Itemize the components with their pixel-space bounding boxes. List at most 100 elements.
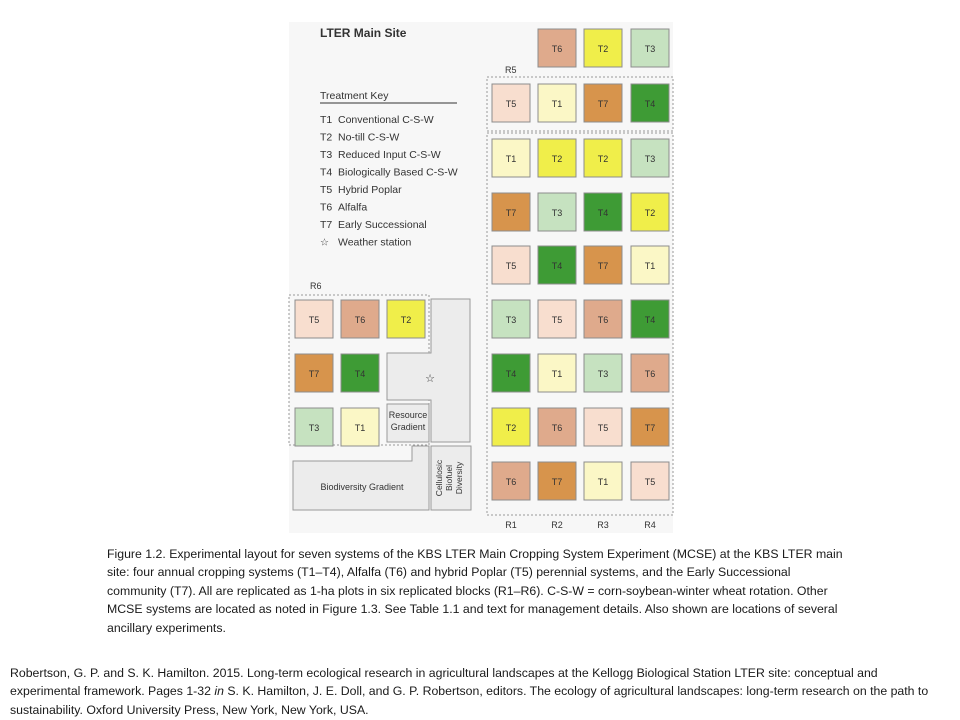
treatment-key-code: T3 bbox=[320, 149, 332, 161]
plot-t2: T2 bbox=[386, 299, 426, 339]
plot-cell bbox=[340, 299, 380, 339]
plot-t2: T2 bbox=[491, 407, 531, 447]
treatment-key-item: T4 Biologically Based C-S-W bbox=[320, 167, 458, 179]
plot-label: T6 bbox=[598, 315, 609, 325]
plot-cell bbox=[491, 299, 531, 339]
plot-cell bbox=[630, 299, 670, 339]
block-r5-outline bbox=[486, 76, 674, 132]
plot-label: T7 bbox=[598, 99, 609, 109]
plot-cell bbox=[537, 83, 577, 123]
plot-t3: T3 bbox=[491, 299, 531, 339]
plot-cell bbox=[491, 461, 531, 501]
plot-t1: T1 bbox=[340, 407, 380, 447]
treatment-key-code: T7 bbox=[320, 219, 332, 231]
plot-t6: T6 bbox=[537, 28, 577, 68]
plot-label: T3 bbox=[309, 423, 320, 433]
plot-cell bbox=[340, 407, 380, 447]
plot-label: T4 bbox=[598, 208, 609, 218]
site-map: LTER Main Site Treatment Key T1 Conventio… bbox=[288, 22, 674, 533]
block-label-r5: R5 bbox=[505, 65, 517, 75]
plot-cell bbox=[491, 83, 531, 123]
plot-cell bbox=[583, 83, 623, 123]
plot-cell bbox=[537, 461, 577, 501]
plot-label: T2 bbox=[506, 423, 517, 433]
plot-t1: T1 bbox=[491, 138, 531, 178]
citation: Robertson, G. P. and S. K. Hamilton. 201… bbox=[10, 664, 940, 719]
plot-cell bbox=[537, 299, 577, 339]
plot-t5: T5 bbox=[294, 299, 334, 339]
plot-cell bbox=[340, 353, 380, 393]
plot-cell bbox=[294, 407, 334, 447]
plot-t6: T6 bbox=[537, 407, 577, 447]
block-main-outline bbox=[486, 132, 674, 516]
plot-t3: T3 bbox=[583, 353, 623, 393]
plot-label: T4 bbox=[506, 369, 517, 379]
treatment-key-label: Reduced Input C-S-W bbox=[338, 149, 441, 161]
treatment-key-code: T6 bbox=[320, 202, 332, 214]
treatment-key-item: T5 Hybrid Poplar bbox=[320, 184, 402, 196]
plot-t7: T7 bbox=[630, 407, 670, 447]
plot-cell bbox=[630, 83, 670, 123]
plot-t2: T2 bbox=[537, 138, 577, 178]
plot-cell bbox=[630, 245, 670, 285]
plot-cell bbox=[537, 28, 577, 68]
plot-t3: T3 bbox=[294, 407, 334, 447]
plot-cell bbox=[491, 138, 531, 178]
plot-label: T5 bbox=[645, 477, 656, 487]
plot-t2: T2 bbox=[583, 138, 623, 178]
plot-t1: T1 bbox=[630, 245, 670, 285]
plot-cell bbox=[583, 138, 623, 178]
treatment-key-heading: Treatment Key bbox=[320, 90, 389, 102]
plot-t7: T7 bbox=[583, 245, 623, 285]
plot-t4: T4 bbox=[340, 353, 380, 393]
plot-label: T4 bbox=[645, 99, 656, 109]
biodiversity-gradient-area bbox=[292, 445, 430, 511]
plot-t4: T4 bbox=[537, 245, 577, 285]
cellulosic-biofuel-label: Cellulosic Biofuel Diversity bbox=[434, 459, 464, 496]
plots: T6 T2 T3 T5 T1 T7 T4 T1 T2 T2 T3 T7 T3 T4 T2 T5 T4 T7 T1 T3… bbox=[294, 28, 670, 501]
treatment-key-item: T1 Conventional C-S-W bbox=[320, 114, 434, 126]
treatment-key-label: Conventional C-S-W bbox=[338, 114, 434, 126]
plot-t7: T7 bbox=[537, 461, 577, 501]
resource-gradient-label-line2: Gradient bbox=[391, 422, 426, 432]
plot-t1: T1 bbox=[583, 461, 623, 501]
plot-cell bbox=[491, 353, 531, 393]
plot-label: T1 bbox=[355, 423, 366, 433]
site-background bbox=[289, 22, 673, 533]
plot-label: T2 bbox=[552, 154, 563, 164]
cellulosic-label-line2: Biofuel bbox=[444, 465, 454, 491]
plot-cell bbox=[583, 461, 623, 501]
plot-label: T5 bbox=[506, 99, 517, 109]
replicate-label-r3: R3 bbox=[597, 520, 609, 530]
plot-cell bbox=[491, 192, 531, 232]
treatment-key-item: T2 No-till C-S-W bbox=[320, 132, 399, 144]
plot-t6: T6 bbox=[583, 299, 623, 339]
plot-cell bbox=[537, 407, 577, 447]
plot-label: T5 bbox=[309, 315, 320, 325]
replicate-label-r1: R1 bbox=[505, 520, 517, 530]
plot-label: T7 bbox=[645, 423, 656, 433]
plot-t4: T4 bbox=[583, 192, 623, 232]
plot-label: T3 bbox=[645, 44, 656, 54]
plot-t5: T5 bbox=[630, 461, 670, 501]
plot-t6: T6 bbox=[630, 353, 670, 393]
plot-label: T5 bbox=[552, 315, 563, 325]
treatment-key-label: Hybrid Poplar bbox=[338, 184, 402, 196]
plot-t2: T2 bbox=[583, 28, 623, 68]
treatment-key-label: Early Successional bbox=[338, 219, 427, 231]
plot-label: T7 bbox=[309, 369, 320, 379]
plot-cell bbox=[537, 245, 577, 285]
plot-t4: T4 bbox=[630, 83, 670, 123]
weather-station-star-icon: ☆ bbox=[320, 238, 329, 249]
citation-part2: S. K. Hamilton, J. E. Doll, and G. P. Ro… bbox=[10, 684, 929, 717]
plot-label: T7 bbox=[552, 477, 563, 487]
plot-label: T3 bbox=[645, 154, 656, 164]
plot-label: T1 bbox=[645, 261, 656, 271]
plot-cell bbox=[294, 353, 334, 393]
resource-gradient-label-line1: Resource bbox=[389, 410, 428, 420]
plot-cell bbox=[583, 192, 623, 232]
plot-t3: T3 bbox=[630, 138, 670, 178]
plot-cell bbox=[583, 299, 623, 339]
plot-t1: T1 bbox=[537, 353, 577, 393]
plot-t1: T1 bbox=[537, 83, 577, 123]
